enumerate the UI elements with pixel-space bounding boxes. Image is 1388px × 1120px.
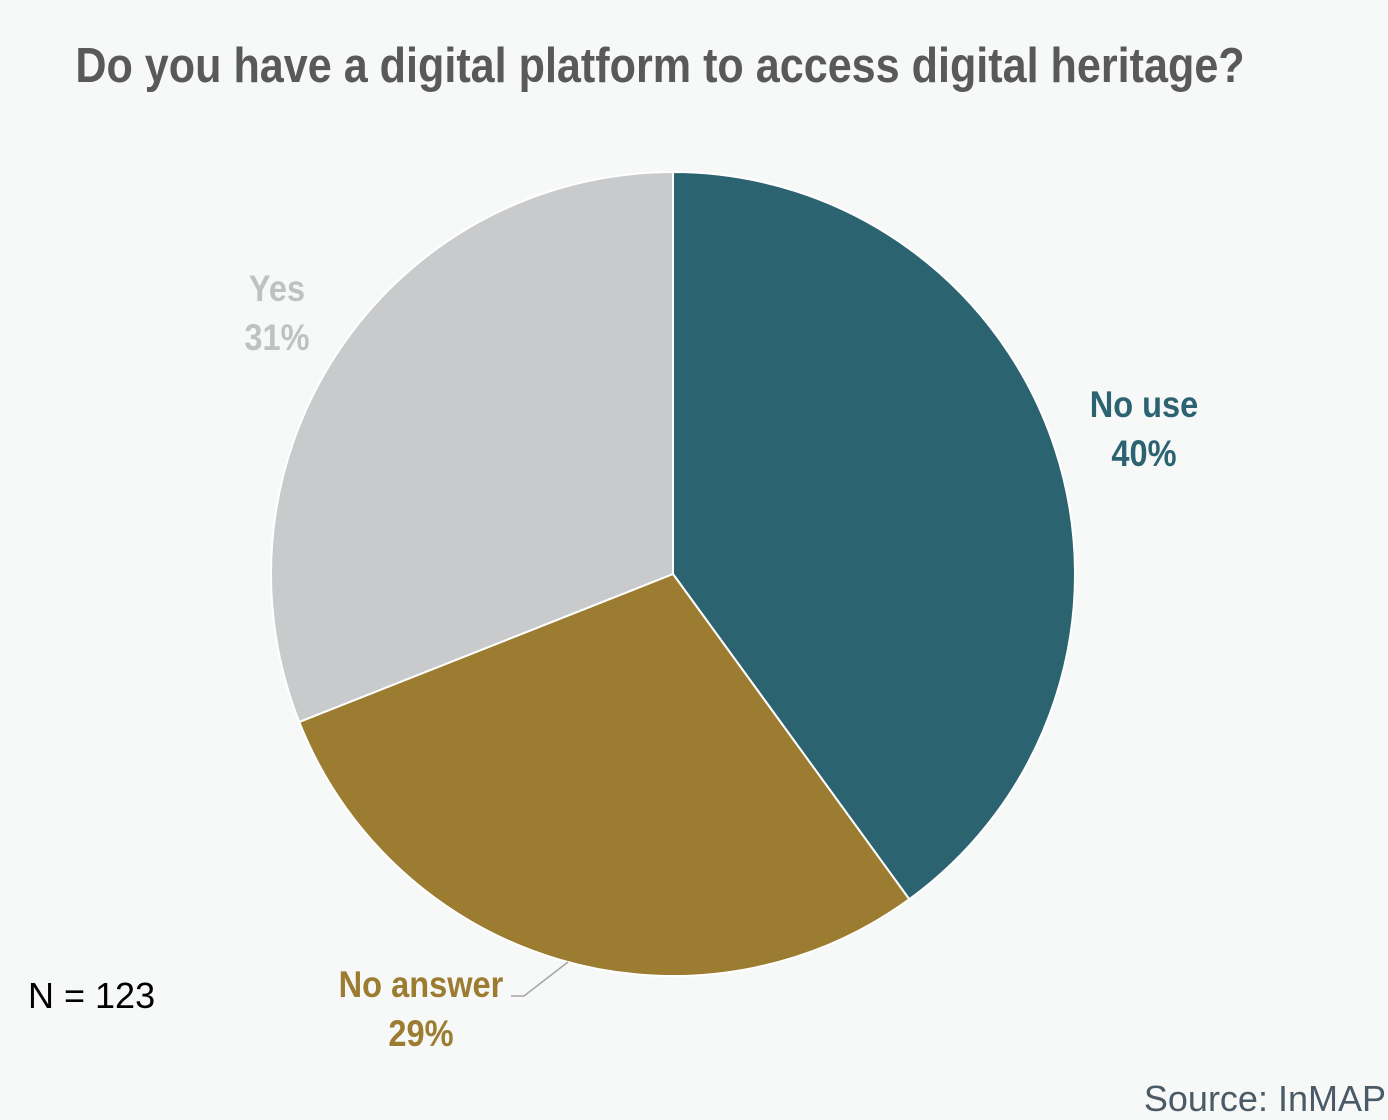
leader-line-no-answer xyxy=(511,961,569,997)
slice-value-no-use: 40% xyxy=(1111,433,1176,474)
slice-label-no-use: No use xyxy=(1090,384,1199,425)
chart-title: Do you have a digital platform to access… xyxy=(75,39,1245,93)
slice-label-yes: Yes xyxy=(249,268,305,309)
pie-slice-no-use xyxy=(672,170,1076,901)
source-note: Source: InMAP xyxy=(1143,1078,1386,1119)
slice-label-no-answer: No answer xyxy=(339,964,504,1005)
slice-value-no-answer: 29% xyxy=(388,1013,453,1054)
sample-size-note: N = 123 xyxy=(28,975,156,1016)
slice-value-yes: 31% xyxy=(244,317,309,358)
pie-slice-no-answer xyxy=(297,572,911,977)
pie-slice-yes xyxy=(270,170,674,724)
